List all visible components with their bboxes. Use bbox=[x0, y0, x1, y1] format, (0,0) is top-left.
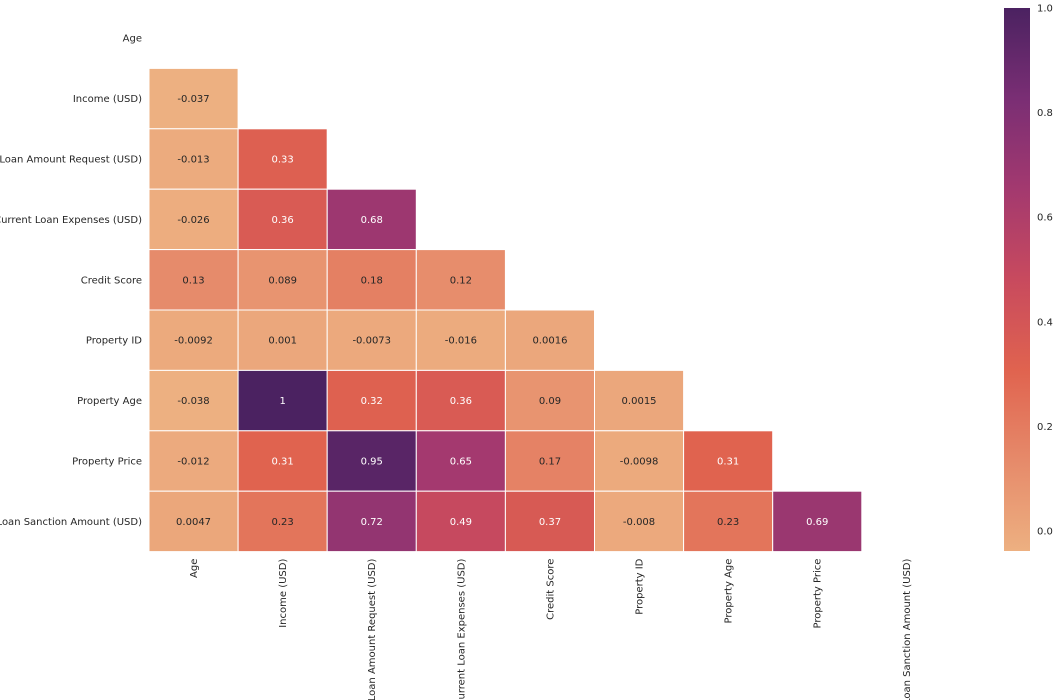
colorbar-tick-label: 1.0 bbox=[1037, 4, 1053, 15]
heatmap-cell bbox=[237, 128, 328, 190]
heatmap-cell bbox=[504, 490, 595, 553]
cell-value-label: 0.09 bbox=[539, 396, 561, 407]
heatmap-cell bbox=[594, 430, 685, 492]
heatmap-cell bbox=[237, 430, 328, 492]
x-tick-label: Property ID bbox=[635, 558, 646, 614]
heatmap-cell bbox=[148, 188, 239, 251]
heatmap-cell bbox=[148, 67, 239, 130]
cell-value-label: -0.026 bbox=[177, 215, 209, 226]
cell-value-label: 0.68 bbox=[361, 215, 383, 226]
colorbar-tick-label: 0.0 bbox=[1037, 527, 1053, 538]
x-tick-label: Income (USD) bbox=[278, 559, 289, 628]
heatmap-cell bbox=[683, 430, 774, 492]
cell-value-label: -0.012 bbox=[177, 457, 209, 468]
cell-value-label: -0.037 bbox=[177, 94, 209, 105]
cell-value-label: 0.13 bbox=[182, 275, 204, 286]
cell-value-label: 0.23 bbox=[717, 517, 739, 528]
cell-value-label: 0.49 bbox=[450, 517, 472, 528]
cell-value-label: -0.038 bbox=[177, 396, 209, 407]
y-tick-label: Age bbox=[123, 34, 142, 45]
cell-value-label: 0.0015 bbox=[622, 396, 657, 407]
heatmap-cell bbox=[594, 490, 685, 553]
cell-value-label: -0.0092 bbox=[174, 336, 213, 347]
cell-value-label: 0.69 bbox=[806, 517, 828, 528]
heatmap-cell bbox=[237, 188, 328, 251]
colorbar-tick-label: 0.4 bbox=[1037, 317, 1053, 328]
x-axis-tick-labels: Age Income (USD) Loan Amount Request (USD)… bbox=[189, 558, 913, 700]
heatmap-cell bbox=[415, 490, 506, 553]
colorbar-gradient bbox=[1004, 8, 1030, 551]
cell-value-label: -0.0073 bbox=[352, 336, 391, 347]
heatmap-cell bbox=[148, 249, 239, 311]
cell-value-label: 0.12 bbox=[450, 275, 472, 286]
cell-value-label: 0.33 bbox=[272, 155, 294, 166]
cell-value-label: 0.36 bbox=[272, 215, 294, 226]
cell-value-label: 1 bbox=[279, 396, 285, 407]
cell-value-label: 0.0047 bbox=[176, 517, 211, 528]
heatmap-cell bbox=[594, 369, 685, 432]
y-tick-label: Property Age bbox=[77, 396, 142, 407]
y-tick-label: Current Loan Expenses (USD) bbox=[0, 215, 142, 226]
x-tick-label: Loan Sanction Amount (USD) bbox=[902, 559, 913, 700]
y-tick-label: Loan Sanction Amount (USD) bbox=[0, 517, 142, 528]
cell-value-label: -0.013 bbox=[177, 155, 209, 166]
heatmap-cell bbox=[326, 309, 417, 371]
colorbar: 0.0 0.2 0.4 0.6 0.8 1.0 bbox=[1004, 4, 1053, 551]
cell-value-label: 0.32 bbox=[361, 396, 383, 407]
heatmap-cell bbox=[415, 369, 506, 432]
y-tick-label: Property ID bbox=[86, 336, 142, 347]
cell-value-label: 0.23 bbox=[272, 517, 294, 528]
heatmap-cell bbox=[237, 249, 328, 311]
colorbar-tick-label: 0.2 bbox=[1037, 422, 1053, 433]
heatmap-cell bbox=[237, 490, 328, 553]
heatmap-cell bbox=[326, 249, 417, 311]
heatmap-cell bbox=[504, 369, 595, 432]
x-tick-label: Age bbox=[189, 559, 200, 578]
y-tick-label: Property Price bbox=[72, 457, 142, 468]
cell-value-label: -0.016 bbox=[445, 336, 477, 347]
cell-value-label: 0.65 bbox=[450, 457, 472, 468]
y-tick-label: Credit Score bbox=[81, 275, 142, 286]
x-tick-label: Current Loan Expenses (USD) bbox=[456, 559, 467, 700]
heatmap-cell bbox=[326, 369, 417, 432]
cell-value-label: 0.0016 bbox=[532, 336, 567, 347]
heatmap-cells: -0.037 -0.013 0.33 -0.026 0.36 0.68 0.13 0.089 0… bbox=[148, 67, 863, 553]
heatmap-cell bbox=[326, 490, 417, 553]
heatmap-cell bbox=[772, 490, 863, 553]
y-tick-label: Income (USD) bbox=[73, 94, 142, 105]
cell-value-label: 0.95 bbox=[361, 457, 383, 468]
x-tick-label: Property Price bbox=[813, 559, 824, 629]
x-tick-label: Credit Score bbox=[545, 559, 556, 620]
cell-value-label: 0.36 bbox=[450, 396, 472, 407]
cell-value-label: 0.72 bbox=[361, 517, 383, 528]
y-tick-label: Loan Amount Request (USD) bbox=[0, 155, 142, 166]
x-tick-label: Property Age bbox=[724, 559, 735, 624]
cell-value-label: 0.001 bbox=[268, 336, 297, 347]
heatmap-cell bbox=[237, 369, 328, 432]
heatmap-cell bbox=[415, 309, 506, 371]
cell-value-label: 0.31 bbox=[717, 457, 739, 468]
y-axis-tick-labels: Age Income (USD) Loan Amount Request (USD)… bbox=[0, 34, 142, 528]
heatmap-cell bbox=[148, 490, 239, 553]
heatmap-cell bbox=[148, 369, 239, 432]
cell-value-label: 0.17 bbox=[539, 457, 561, 468]
cell-value-label: -0.0098 bbox=[620, 457, 659, 468]
cell-value-label: 0.31 bbox=[272, 457, 294, 468]
heatmap-cell bbox=[237, 309, 328, 371]
x-tick-label: Loan Amount Request (USD) bbox=[367, 559, 378, 700]
cell-value-label: 0.37 bbox=[539, 517, 561, 528]
heatmap-cell bbox=[415, 249, 506, 311]
cell-value-label: -0.008 bbox=[623, 517, 655, 528]
heatmap-cell bbox=[148, 309, 239, 371]
heatmap-cell bbox=[326, 430, 417, 492]
colorbar-tick-label: 0.6 bbox=[1037, 213, 1053, 224]
cell-value-label: 0.089 bbox=[268, 275, 297, 286]
cell-value-label: 0.18 bbox=[361, 275, 383, 286]
colorbar-tick-label: 0.8 bbox=[1037, 108, 1053, 119]
